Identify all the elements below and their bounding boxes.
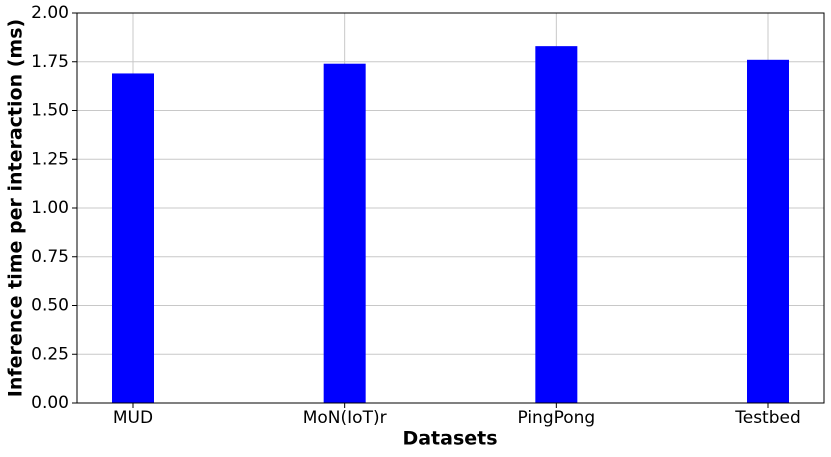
y-axis-title: Inference time per interaction (ms)	[5, 19, 27, 397]
bar	[747, 59, 789, 404]
y-tick-label: 0.00	[31, 393, 69, 413]
y-tick-label: 0.50	[31, 296, 69, 316]
plot-frame	[76, 12, 825, 404]
bar	[535, 46, 578, 404]
y-tick-label: 2.00	[31, 3, 69, 23]
x-tick-label: Testbed	[734, 408, 801, 428]
y-tick-label: 1.00	[31, 198, 69, 218]
bar	[112, 73, 154, 403]
bar	[323, 63, 366, 403]
y-tick-label: 1.75	[31, 52, 69, 72]
x-tick-label: MoN(IoT)r	[303, 408, 387, 428]
y-tick-label: 1.50	[31, 101, 69, 121]
y-tick-label: 0.25	[31, 344, 69, 364]
y-tick-label: 1.25	[31, 149, 69, 169]
x-tick-label: PingPong	[517, 408, 595, 428]
x-axis-title: Datasets	[402, 428, 497, 450]
y-tick-label: 0.75	[31, 247, 69, 267]
x-tick-label: MUD	[113, 408, 153, 428]
